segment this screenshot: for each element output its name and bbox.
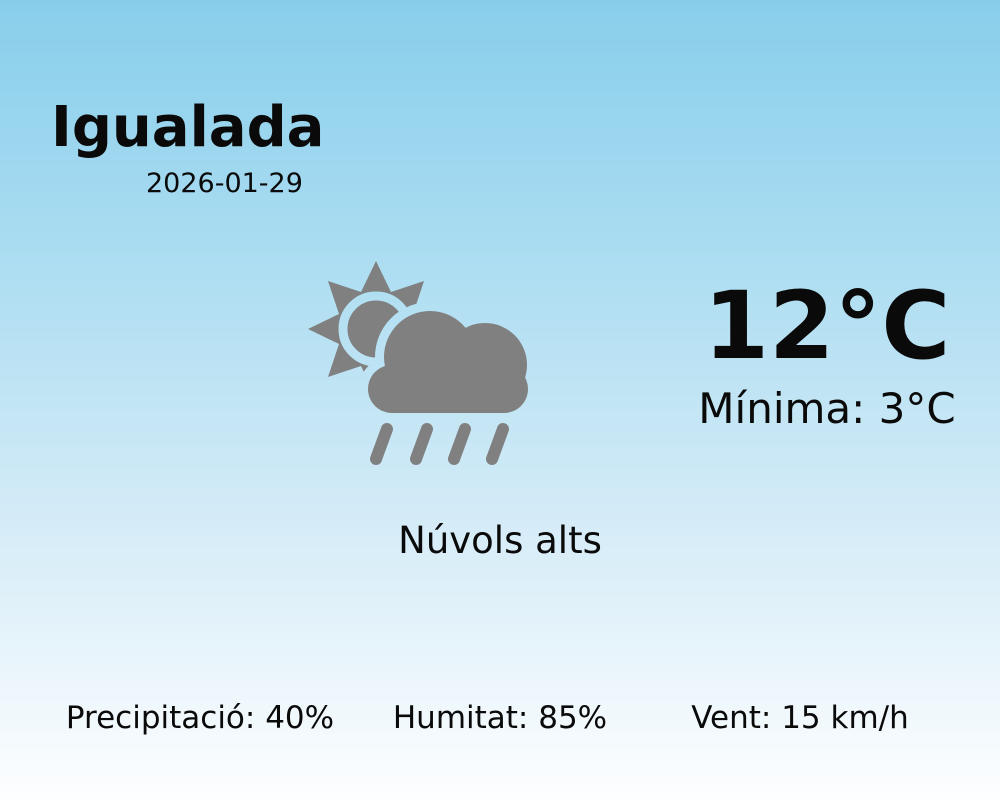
minimum-temperature: Mínima: 3°C — [698, 384, 956, 433]
condition-label: Núvols alts — [398, 519, 602, 562]
humidity-value: Humitat: 85% — [392, 700, 608, 736]
rain-streaks-icon — [370, 423, 509, 465]
details-row: Precipitació: 40% Humitat: 85% Vent: 15 … — [0, 700, 1000, 737]
forecast-date: 2026-01-29 — [146, 168, 303, 199]
location-title: Igualada — [51, 95, 325, 160]
rain-cloud-icon — [368, 311, 528, 413]
wind-value: Vent: 15 km/h — [691, 700, 909, 736]
temperature-block: 12°C Mínima: 3°C — [652, 280, 1000, 432]
sun-behind-rain-cloud-icon — [300, 253, 540, 468]
current-temperature: 12°C — [703, 272, 951, 381]
precipitation-value: Precipitació: 40% — [65, 700, 335, 736]
